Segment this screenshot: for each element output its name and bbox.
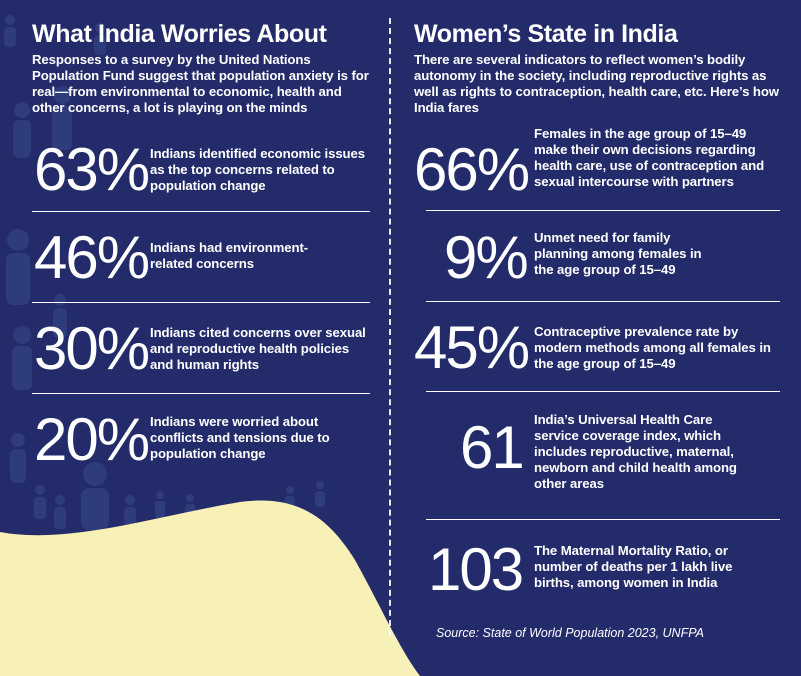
stat-value: 61 <box>460 414 525 481</box>
stat-text: The Maternal Mortality Ratio, or number … <box>534 543 733 590</box>
cream-wave <box>0 500 420 676</box>
divider-line <box>426 210 780 211</box>
stat-value: 63% <box>34 136 150 203</box>
right-title: Women’s State in India <box>414 20 678 48</box>
column-divider <box>389 18 391 636</box>
stat-value: 45% <box>414 314 530 381</box>
divider-line <box>426 391 780 392</box>
divider-line <box>32 393 370 394</box>
divider-line <box>426 301 780 302</box>
source-credit: Source: State of World Population 2023, … <box>436 626 704 640</box>
stat-text: Indians identified economic issues as th… <box>150 146 365 193</box>
divider-line <box>32 211 370 212</box>
crowd-figures-icon <box>4 15 325 594</box>
stat-text: Contraceptive prevalence rate by modern … <box>534 324 771 371</box>
stat-text: India’s Universal Health Care service co… <box>534 412 737 491</box>
stat-value: 66% <box>414 136 530 203</box>
divider-line <box>426 519 780 520</box>
stat-value: 9% <box>444 224 529 291</box>
stat-value: 20% <box>34 406 150 473</box>
stat-text: Indians cited concerns over sexual and r… <box>150 325 366 372</box>
stat-text: Indians had environment-related concerns <box>150 240 309 271</box>
left-title: What India Worries About <box>32 20 327 48</box>
stat-value: 46% <box>34 224 150 291</box>
divider-line <box>32 302 370 303</box>
stat-text: Unmet need for family planning among fem… <box>534 230 702 277</box>
stat-text: Females in the age group of 15–49 make t… <box>534 126 765 189</box>
stat-value: 30% <box>34 315 150 382</box>
right-intro: There are several indicators to reflect … <box>414 52 779 115</box>
stat-text: Indians were worried about conflicts and… <box>150 414 330 461</box>
stat-value: 103 <box>428 536 524 603</box>
left-intro: Responses to a survey by the United Nati… <box>32 52 369 115</box>
